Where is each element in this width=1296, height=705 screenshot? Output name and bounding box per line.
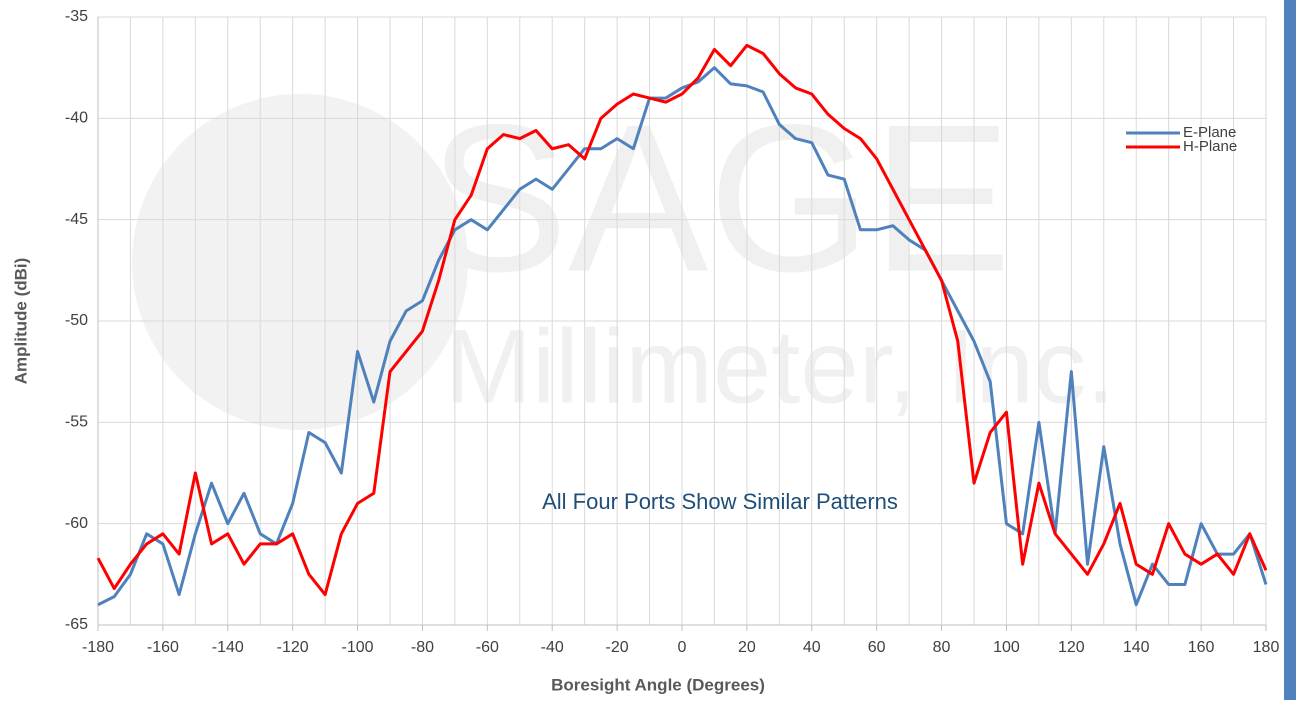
data-line xyxy=(96,43,1268,597)
legend-label: H-Plane xyxy=(1183,138,1237,155)
watermark: SAGE Millimeter, Inc. xyxy=(132,80,1115,430)
x-tick-label: -120 xyxy=(277,639,309,656)
y-tick-label: -60 xyxy=(65,515,88,532)
x-tick-label: 0 xyxy=(678,639,687,656)
y-tick-label: -50 xyxy=(65,312,88,329)
annotation: All Four Ports Show Similar Patterns xyxy=(542,489,898,514)
x-tick-label: 120 xyxy=(1058,639,1085,656)
y-tick-label: -40 xyxy=(65,110,88,127)
watermark-text: SAGE xyxy=(428,80,1012,315)
x-tick-label: 160 xyxy=(1188,639,1215,656)
y-tick-label: -45 xyxy=(65,211,88,228)
x-tick-label: -100 xyxy=(342,639,374,656)
y-tick-label: -55 xyxy=(65,414,88,431)
x-tick-label: -180 xyxy=(82,639,114,656)
x-tick-label: 20 xyxy=(738,639,756,656)
x-tick-label: 60 xyxy=(868,639,886,656)
y-tick-label: -35 xyxy=(65,8,88,25)
data-line xyxy=(97,66,1268,607)
x-tick-label: -80 xyxy=(411,639,434,656)
x-tick-label: -40 xyxy=(541,639,564,656)
legend-label: E-Plane xyxy=(1183,124,1236,141)
watermark-text: Millimeter, Inc. xyxy=(445,309,1116,426)
x-tick-label: -160 xyxy=(147,639,179,656)
x-tick-label: 140 xyxy=(1123,639,1150,656)
side-bar xyxy=(1284,0,1296,700)
y-tick-label: -65 xyxy=(65,616,88,633)
x-tick-label: 100 xyxy=(993,639,1020,656)
x-tick-label: -20 xyxy=(606,639,629,656)
x-tick-label: -140 xyxy=(212,639,244,656)
x-tick-label: 80 xyxy=(933,639,951,656)
x-tick-label: -60 xyxy=(476,639,499,656)
x-tick-label: 40 xyxy=(803,639,821,656)
y-axis-label: Amplitude (dBi) xyxy=(11,258,30,385)
x-axis-label: Boresight Angle (Degrees) xyxy=(551,675,765,694)
x-tick-label: 180 xyxy=(1253,639,1280,656)
watermark-logo xyxy=(132,94,468,430)
